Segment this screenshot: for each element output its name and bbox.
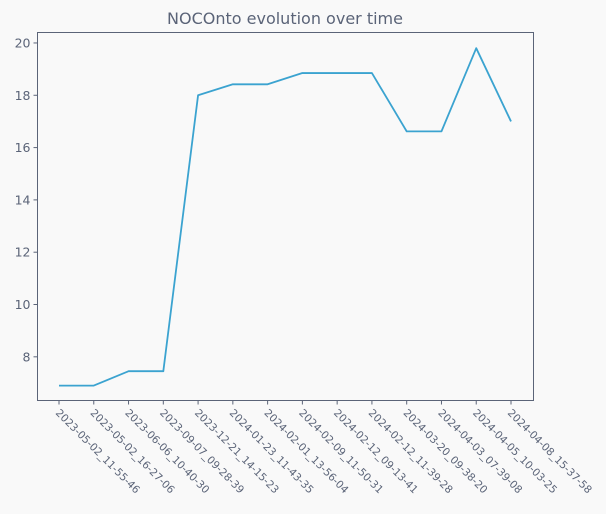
chart-title: NOCOnto evolution over time [167,9,403,28]
y-tick-label: 10 [15,297,31,312]
plot-area-frame [37,32,534,401]
series-line [59,47,512,387]
series-group [59,47,512,387]
y-tick-label: 12 [15,245,31,260]
y-tick-label: 18 [15,88,31,103]
y-axis: 8 10 12 14 16 18 20 [15,35,38,364]
x-axis: 2023-05-02_11-55-462023-05-02_16-27-0620… [53,400,594,496]
y-tick-label: 20 [15,35,31,50]
y-tick-label: 8 [23,349,31,364]
y-tick-label: 14 [15,192,31,207]
y-tick-label: 16 [15,140,31,155]
